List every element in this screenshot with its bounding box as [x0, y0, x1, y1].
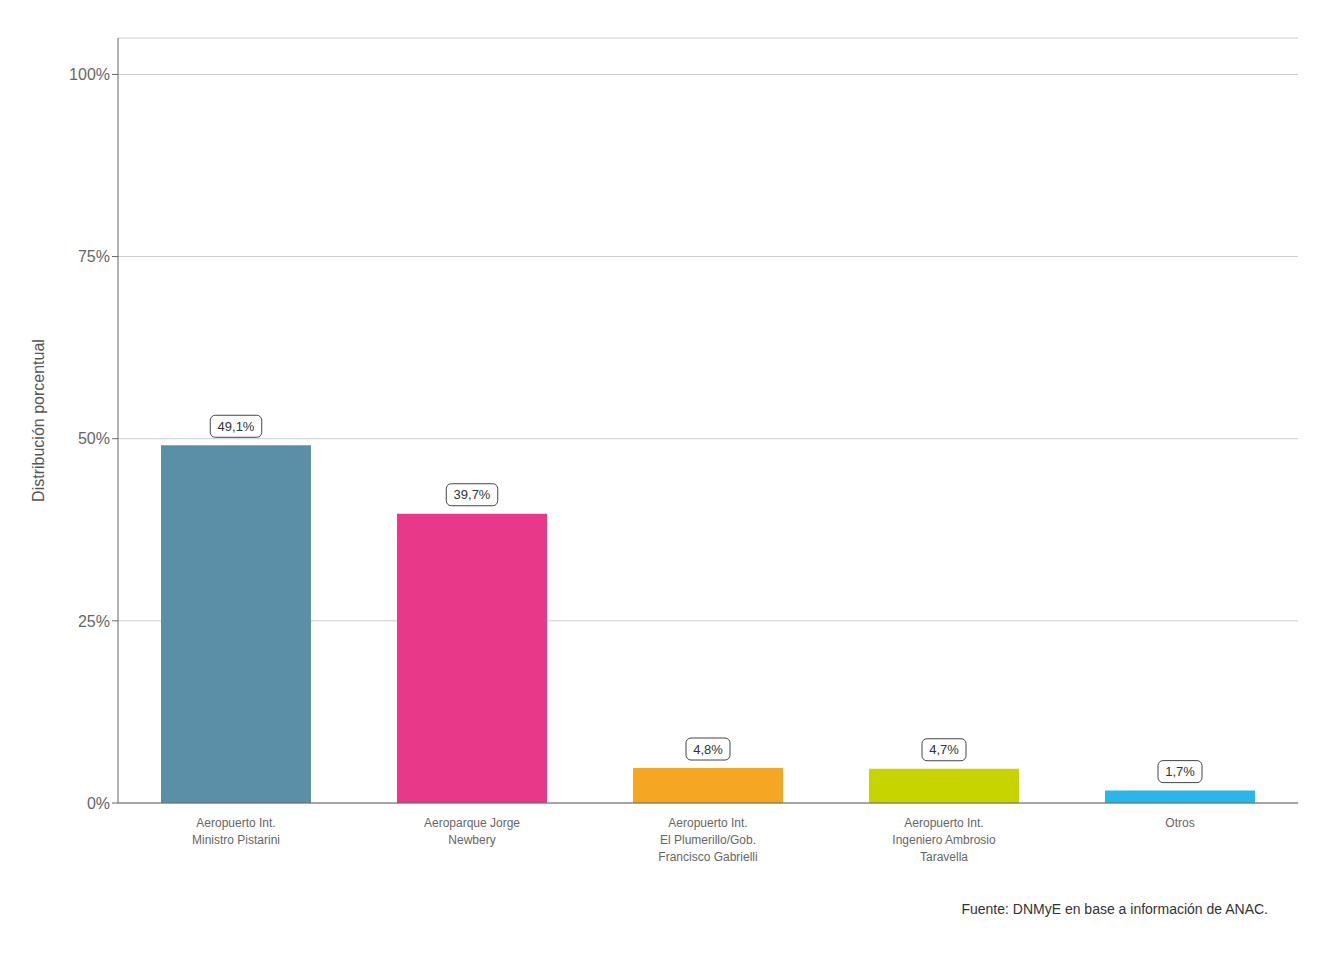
svg-text:4,8%: 4,8%: [693, 742, 723, 757]
svg-text:39,7%: 39,7%: [454, 487, 491, 502]
html-text:Fuente: DNMyE en base a inform: Fuente: DNMyE en base a información de A…: [961, 901, 1268, 917]
svg-text:Aeropuerto Int.Ingeniero Ambro: Aeropuerto Int.Ingeniero AmbrosioTaravel…: [892, 816, 996, 864]
svg-text:Aeropuerto Int.Ministro Pistar: Aeropuerto Int.Ministro Pistarini: [192, 816, 280, 847]
svg-text:0%: 0%: [87, 795, 110, 812]
svg-text:Aeropuerto Int.El Plumerillo/G: Aeropuerto Int.El Plumerillo/Gob.Francis…: [658, 816, 757, 864]
svg-text:50%: 50%: [78, 430, 110, 447]
svg-text:1,7%: 1,7%: [1165, 764, 1195, 779]
svg-text:49,1%: 49,1%: [218, 419, 255, 434]
svg-text:Otros: Otros: [1165, 816, 1194, 830]
svg-text:25%: 25%: [78, 613, 110, 630]
svg-text:Distribución porcentual: Distribución porcentual: [30, 339, 47, 502]
svg-text:Aeroparque JorgeNewbery: Aeroparque JorgeNewbery: [424, 816, 520, 847]
svg-text:75%: 75%: [78, 248, 110, 265]
svg-text:100%: 100%: [69, 66, 110, 83]
svg-text:4,7%: 4,7%: [929, 742, 959, 757]
